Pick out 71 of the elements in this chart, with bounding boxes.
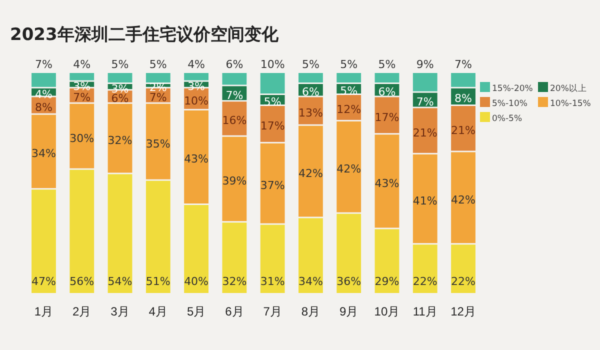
data-label: 7% <box>226 88 244 102</box>
data-label: 31% <box>260 275 285 288</box>
x-tick-label: 11月 <box>412 304 438 319</box>
data-label: 6% <box>226 58 244 71</box>
chart-title: 2023年深圳二手住宅议价空间变化 <box>10 25 280 45</box>
x-tick-label: 4月 <box>148 304 168 319</box>
x-tick-label: 10月 <box>374 304 400 319</box>
data-label: 34% <box>298 275 323 288</box>
x-tick-label: 7月 <box>263 304 282 319</box>
data-label: 51% <box>146 275 170 288</box>
data-label: 5% <box>149 58 167 71</box>
legend-label: 20%以上 <box>550 83 587 94</box>
data-label: 8% <box>454 92 472 106</box>
data-label: 34% <box>32 147 56 160</box>
data-label: 36% <box>336 275 362 288</box>
data-label: 30% <box>70 132 94 145</box>
data-label: 42% <box>451 193 476 206</box>
data-label: 35% <box>146 137 170 150</box>
data-label: 21% <box>451 124 476 138</box>
x-tick-label: 3月 <box>110 304 130 319</box>
data-label: 6% <box>378 86 396 99</box>
data-label: 43% <box>184 152 209 166</box>
x-tick-label: 8月 <box>301 304 320 319</box>
x-tick-label: 9月 <box>340 304 358 319</box>
data-label: 6% <box>302 86 320 99</box>
legend-label: 10%-15% <box>550 99 591 109</box>
legend-label: 0%-5% <box>492 114 522 124</box>
data-label: 54% <box>108 275 132 288</box>
data-label: 39% <box>222 174 247 188</box>
data-label: 12% <box>336 103 362 116</box>
data-label: 3% <box>73 80 91 94</box>
x-tick-label: 5月 <box>186 304 206 319</box>
data-label: 32% <box>108 134 132 147</box>
data-label: 22% <box>451 275 476 288</box>
x-tick-label: 1月 <box>34 304 54 319</box>
x-tick-label: 6月 <box>225 304 244 319</box>
data-label: 37% <box>260 179 285 192</box>
data-label: 42% <box>336 162 362 176</box>
data-label: 7% <box>416 96 434 108</box>
data-label: 7% <box>73 91 91 104</box>
data-label: 42% <box>298 167 323 180</box>
x-tick-label: 12月 <box>450 304 476 319</box>
legend-label: 5%-10% <box>492 99 528 109</box>
data-label: 4% <box>188 58 206 71</box>
data-label: 40% <box>184 275 209 288</box>
data-label: 21% <box>412 126 438 140</box>
data-label: 7% <box>454 58 472 71</box>
data-label: 17% <box>260 120 285 133</box>
data-label: 7% <box>35 58 52 71</box>
data-label: 3% <box>188 80 206 94</box>
data-label: 32% <box>222 275 247 288</box>
data-label: 13% <box>298 106 323 120</box>
data-label: 5% <box>378 58 396 71</box>
data-label: 5% <box>111 58 129 71</box>
data-label: 5% <box>340 58 358 71</box>
data-label: 5% <box>302 58 320 71</box>
data-label: 22% <box>412 275 438 288</box>
x-tick-label: 2月 <box>72 304 92 319</box>
data-label: 10% <box>184 94 209 108</box>
legend-label: 15%-20% <box>492 84 533 94</box>
data-label: 17% <box>374 110 400 124</box>
data-label: 10% <box>260 58 285 71</box>
data-label: 47% <box>32 275 56 288</box>
data-label: 16% <box>222 114 247 128</box>
data-label: 9% <box>416 58 434 71</box>
data-label: 29% <box>374 275 400 288</box>
data-label: 43% <box>374 176 400 190</box>
data-label: 56% <box>70 275 94 288</box>
data-label: 8% <box>35 101 52 114</box>
data-label: 41% <box>412 194 438 208</box>
data-label: 4% <box>73 58 91 71</box>
